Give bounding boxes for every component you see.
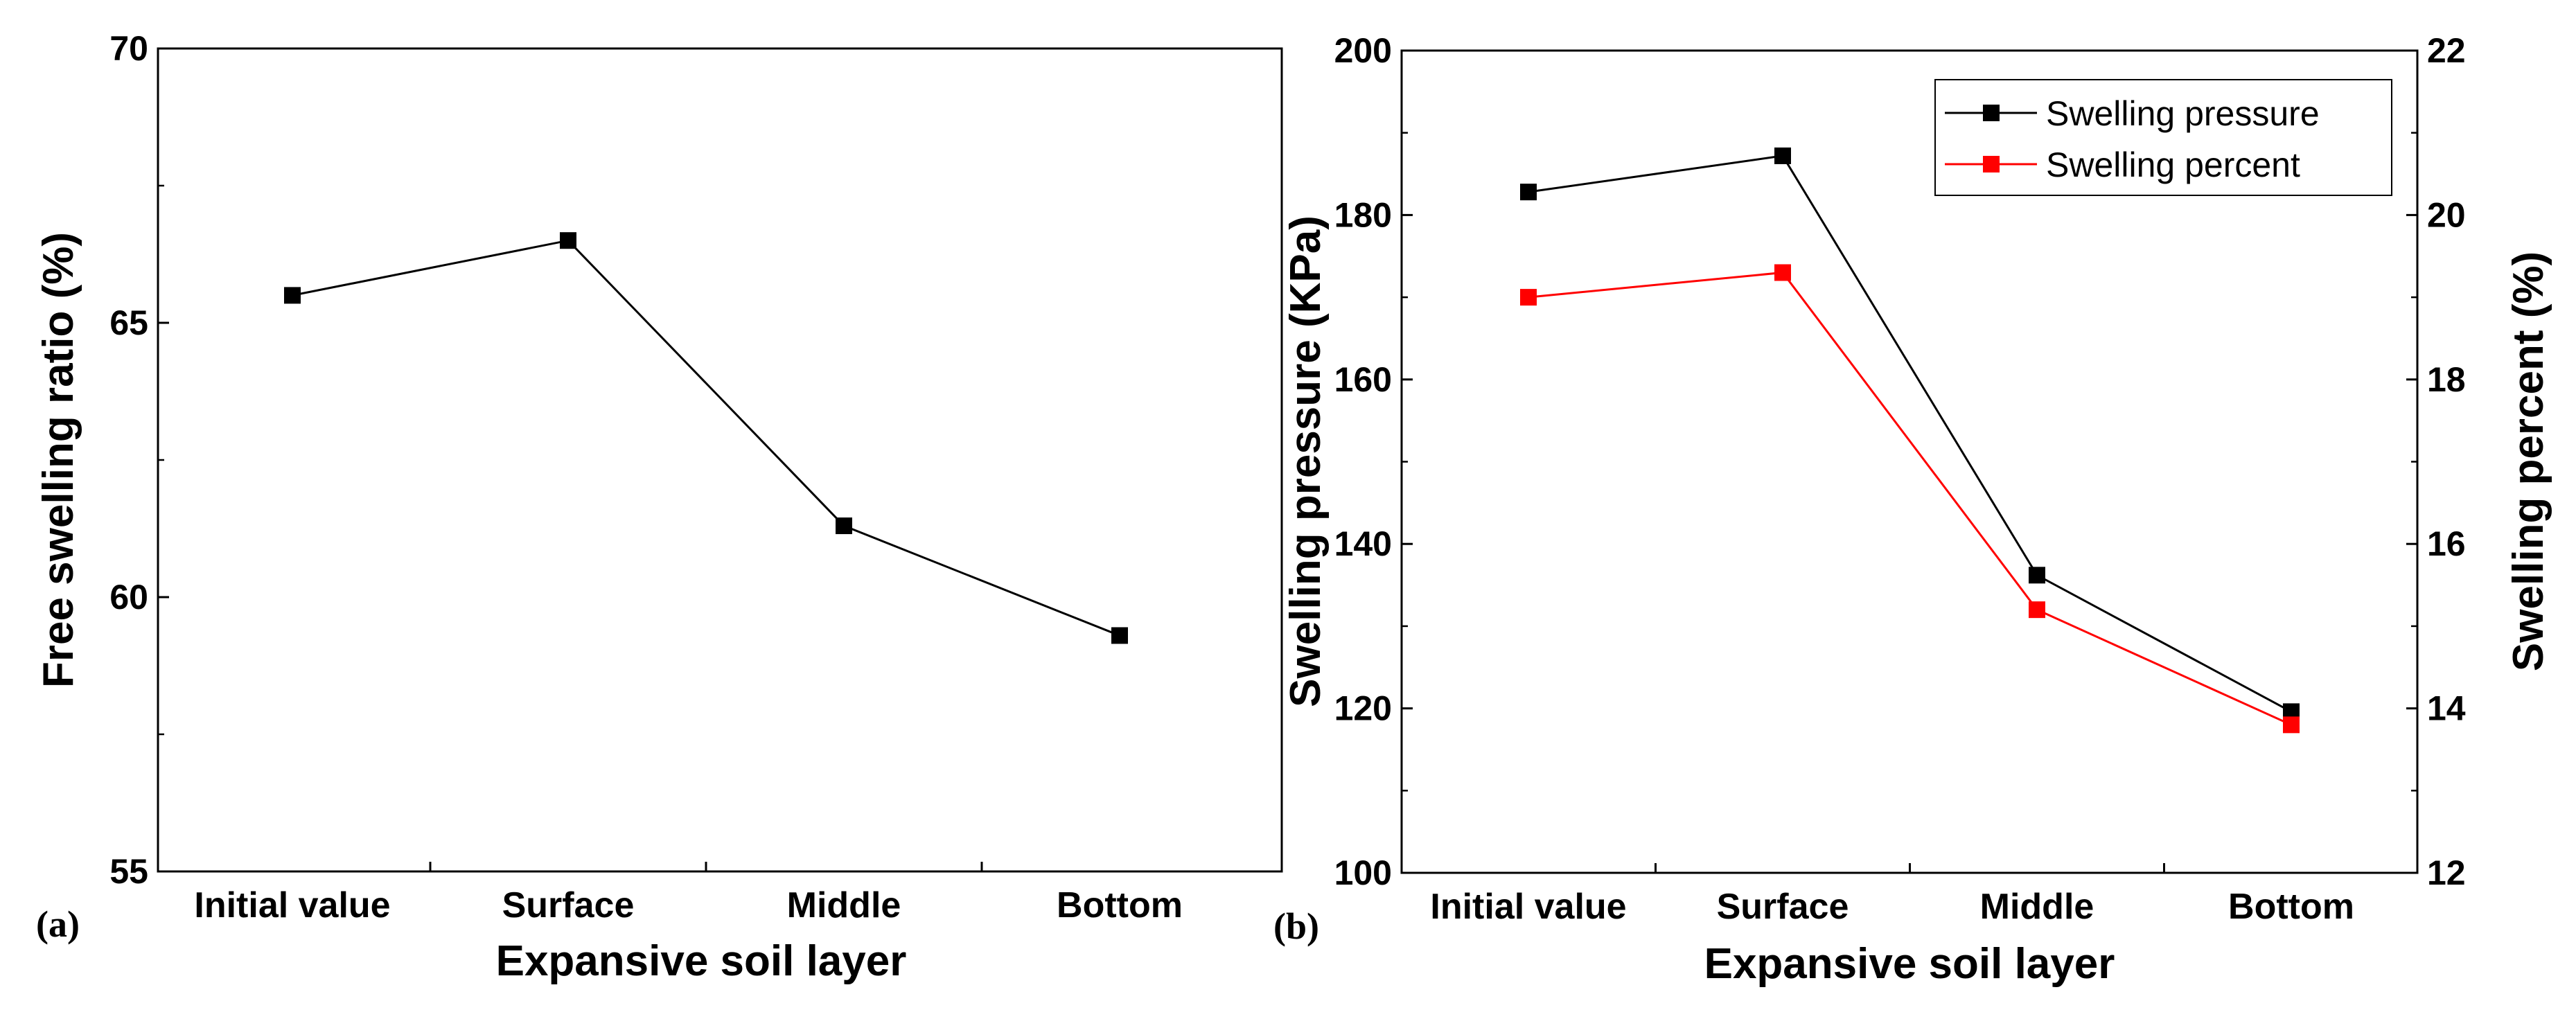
data-point-swelling-pressure-surface [1774,147,1791,164]
y-tick-label-140: 140 [1334,524,1392,563]
panel-b-x-tick-labels: Initial value Surface Middle Bottom [1430,887,2354,927]
x-tick-label-surface: Surface [502,885,635,925]
panel-b-legend: Swelling pressure Swelling percent [1934,79,2392,196]
data-point-swelling-pressure-middle [2029,567,2045,584]
data-point-swelling-percent-middle [2029,601,2045,619]
panel-b-axes [1402,49,2417,874]
data-point-swelling-percent-bottom [2283,716,2300,734]
data-point-free-swelling-ratio-bottom [1111,627,1128,644]
data-point-swelling-percent-surface [1774,264,1791,281]
y-right-tick-label-12: 12 [2427,853,2466,892]
legend-label-swelling-pressure: Swelling pressure [2046,94,2320,133]
panel-a-series [284,232,1128,644]
series-line-swelling-percent [1528,271,2292,726]
panel-a-plot-frame [157,47,1283,873]
panel-a-axes [158,47,983,873]
panel-b-left-y-tick-labels: 100 120 140 160 180 200 [1334,31,1392,892]
panel-a-x-axis-title: Expansive soil layer [496,937,907,985]
legend-label-swelling-percent: Swelling percent [2046,145,2300,184]
panel-b-series [1520,147,2300,734]
legend-marker-swelling-percent [1983,156,2000,172]
x-tick-label-middle: Middle [787,885,901,925]
legend-box [1934,79,2392,196]
panel-b-right-y-axis-title: Swelling percent (%) [2505,251,2552,671]
data-point-swelling-percent-initial-value [1520,289,1537,306]
data-point-free-swelling-ratio-surface [560,232,576,249]
x-tick-label-surface: Surface [1717,887,1849,927]
panel-a-chart: 55 60 65 70 Initial value Surface Middle Botto… [35,29,1283,985]
data-point-free-swelling-ratio-initial-value [284,287,301,304]
panel-b-x-axis-title: Expansive soil layer [1704,940,2115,988]
data-point-swelling-pressure-initial-value [1520,184,1537,201]
series-line-free-swelling-ratio [292,239,1120,637]
y-tick-label-60: 60 [109,578,148,617]
panel-b-chart: 100 120 140 160 180 200 12 14 16 18 20 22 Initial … [1273,31,2552,988]
y-right-tick-label-14: 14 [2427,689,2466,728]
y-tick-label-100: 100 [1334,853,1392,892]
panel-b-left-y-axis-title: Swelling pressure (KPa) [1282,215,1330,707]
panel-b-label: (b) [1273,905,1319,947]
y-tick-label-160: 160 [1334,360,1392,399]
x-tick-label-middle: Middle [1980,887,2094,927]
y-right-tick-label-22: 22 [2427,31,2466,70]
y-right-tick-label-18: 18 [2427,360,2466,399]
legend-marker-swelling-pressure [1983,105,2000,121]
y-tick-label-200: 200 [1334,31,1392,70]
y-tick-label-120: 120 [1334,689,1392,728]
y-tick-label-180: 180 [1334,195,1392,234]
y-right-tick-label-20: 20 [2427,195,2466,234]
panel-a-y-tick-labels: 55 60 65 70 [109,29,148,891]
x-tick-label-bottom: Bottom [2228,887,2354,927]
panel-a-label: (a) [36,903,80,945]
x-tick-label-initial-value: Initial value [1430,887,1626,927]
data-point-free-swelling-ratio-middle [836,517,852,535]
x-tick-label-initial-value: Initial value [194,885,390,925]
panel-a-x-tick-labels: Initial value Surface Middle Bottom [194,885,1183,925]
y-tick-label-55: 55 [109,852,148,891]
series-line-swelling-pressure [1528,154,2292,713]
y-tick-label-70: 70 [109,29,148,68]
y-right-tick-label-16: 16 [2427,524,2466,563]
panel-a-y-axis-title: Free swelling ratio (%) [35,232,82,688]
y-tick-label-65: 65 [109,303,148,342]
panel-b-right-y-tick-labels: 12 14 16 18 20 22 [2427,31,2466,892]
x-tick-label-bottom: Bottom [1057,885,1183,925]
